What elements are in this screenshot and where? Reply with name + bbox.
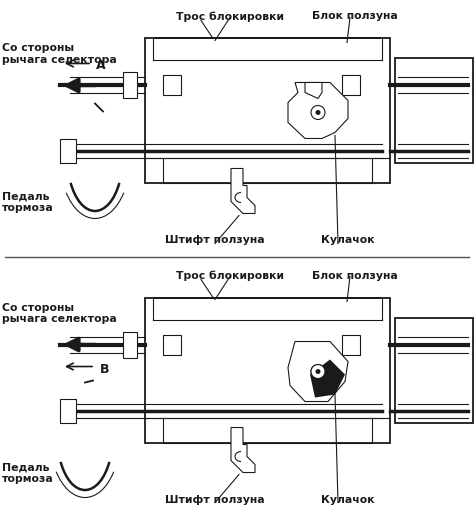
Text: Педаль
тормоза: Педаль тормоза [2, 462, 54, 484]
Text: Кулачок: Кулачок [321, 494, 375, 505]
Text: Педаль
тормоза: Педаль тормоза [2, 191, 54, 213]
Bar [395, 58, 473, 164]
Polygon shape [305, 83, 322, 99]
Polygon shape [231, 169, 255, 214]
Text: B: B [100, 363, 109, 376]
Polygon shape [288, 342, 348, 401]
Bar [123, 72, 137, 99]
Bar [145, 298, 390, 443]
Text: A: A [96, 59, 106, 72]
Text: Блок ползуна: Блок ползуна [312, 270, 398, 281]
Text: Трос блокировки: Трос блокировки [176, 270, 284, 281]
Polygon shape [288, 83, 348, 138]
Bar [342, 334, 360, 354]
Text: Трос блокировки: Трос блокировки [176, 11, 284, 22]
Bar [163, 75, 181, 95]
Circle shape [311, 364, 325, 379]
Bar [163, 334, 181, 354]
Text: Штифт ползуна: Штифт ползуна [165, 494, 265, 505]
Bar [145, 39, 390, 184]
Text: Кулачок: Кулачок [321, 235, 375, 246]
Text: Со стороны
рычага селектора: Со стороны рычага селектора [2, 302, 117, 324]
Bar [60, 139, 76, 164]
Text: Со стороны
рычага селектора: Со стороны рычага селектора [2, 43, 117, 65]
Text: Штифт ползуна: Штифт ползуна [165, 235, 265, 246]
Text: Блок ползуна: Блок ползуна [312, 11, 398, 22]
Circle shape [316, 110, 320, 115]
Circle shape [311, 105, 325, 120]
Bar [342, 75, 360, 95]
Circle shape [316, 369, 320, 374]
Polygon shape [231, 428, 255, 473]
Bar [395, 317, 473, 423]
Bar [123, 331, 137, 358]
Circle shape [311, 364, 325, 379]
Circle shape [316, 369, 320, 374]
Polygon shape [310, 360, 345, 397]
Bar [60, 398, 76, 423]
